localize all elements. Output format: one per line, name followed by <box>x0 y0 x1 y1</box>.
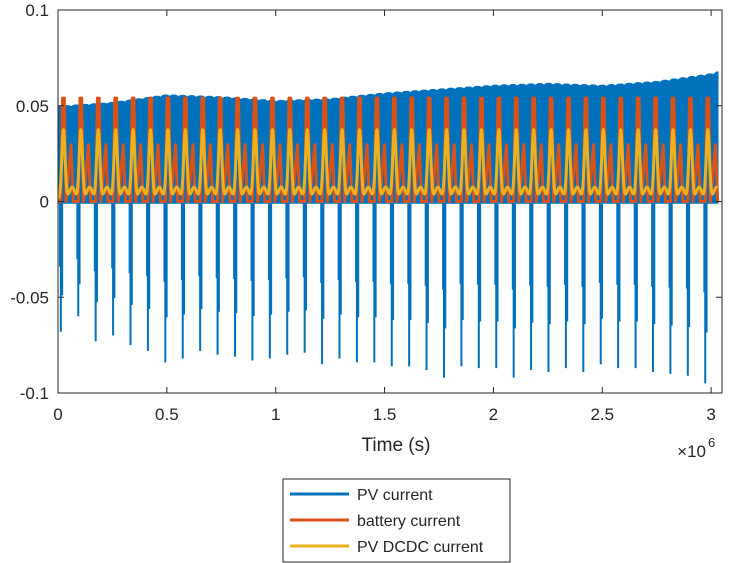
plot-area <box>58 71 720 384</box>
series-pv-dcdc-current <box>58 128 719 200</box>
x-tick-label: 1.5 <box>373 405 397 424</box>
y-tick-label: -0.05 <box>10 288 49 307</box>
x-tick-label: 2.5 <box>590 405 614 424</box>
x-tick-label: 3 <box>706 405 715 424</box>
y-tick-label: 0.1 <box>25 1 49 20</box>
x-tick-label: 2 <box>489 405 498 424</box>
legend-label: PV DCDC current <box>357 539 484 556</box>
x-tick-label: 0 <box>53 405 62 424</box>
x-tick-label: 1 <box>271 405 280 424</box>
x-tick-label: 0.5 <box>155 405 179 424</box>
legend: PV current battery current PV DCDC current <box>282 478 511 563</box>
y-tick-label: 0.05 <box>16 97 49 116</box>
x-axis-exponent-power: 6 <box>708 435 715 450</box>
y-tick-label: -0.1 <box>20 384 49 403</box>
y-tick-label: 0 <box>40 193 49 212</box>
x-axis-label: Time (s) <box>362 435 431 456</box>
axis-ticks: 0 0.5 1 1.5 2 2.5 3 -0.1 -0.05 0 0.05 0.1 <box>10 1 722 424</box>
x-axis-exponent: ×10 <box>677 442 706 461</box>
legend-label: PV current <box>357 487 433 504</box>
legend-label: battery current <box>357 513 461 530</box>
series-battery-current <box>58 96 720 203</box>
